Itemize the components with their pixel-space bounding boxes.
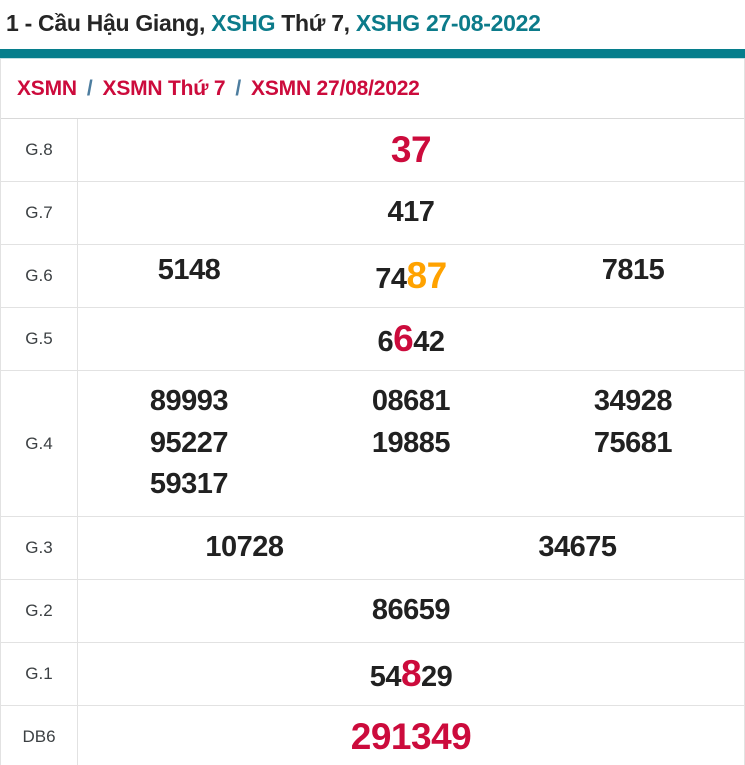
breadcrumb-link[interactable]: XSMN 27/08/2022 [251, 76, 420, 100]
digits: 08681 [371, 384, 451, 417]
digits: 34928 [593, 384, 673, 417]
prize-row-g3: G.3 10728 34675 [1, 517, 744, 580]
results-panel: XSMN / XSMN Thứ 7 / XSMN 27/08/2022 G.8 37 G.7… [0, 49, 745, 765]
page-title-segment: XSHG 27-08-2022 [355, 10, 541, 36]
prize-row-numbers: 10728 34675 [78, 517, 744, 579]
prize-row-numbers: 291349 [78, 706, 744, 765]
prize-number: 7487 [375, 252, 448, 300]
digits: 95227 [149, 426, 229, 459]
prize-row-numbers: 86659 [78, 580, 744, 642]
prize-number: 7815 [602, 252, 665, 300]
prize-number: 37 [390, 126, 432, 174]
digits: 42 [413, 325, 445, 358]
prize-row-numbers: 417 [78, 182, 744, 244]
digits: 89993 [149, 384, 229, 417]
prize-row-numbers: 54829 [78, 643, 744, 705]
prize-row-label: G.2 [1, 580, 78, 642]
prize-row-label: DB6 [1, 706, 78, 765]
digits: 54 [369, 660, 402, 693]
prize-number: 95227 [149, 425, 229, 463]
prize-row-numbers: 6642 [78, 308, 744, 370]
prize-row-label: G.8 [1, 119, 78, 181]
highlighted-digits: 291349 [350, 715, 472, 757]
prize-number: 34928 [593, 383, 673, 421]
prize-row-g1: G.1 54829 [1, 643, 744, 706]
prize-row-numbers: 37 [78, 119, 744, 181]
digits: 34675 [538, 531, 617, 564]
prize-row-numbers: 89993 08681 34928 95227 19885 75681 59317 [78, 371, 744, 516]
prize-number: 6642 [378, 315, 445, 363]
highlighted-digits: 87 [406, 254, 448, 296]
page-title-segment: XSHG [211, 10, 276, 36]
page-title-segment: Thứ 7, [275, 10, 356, 36]
prize-number: 59317 [149, 466, 229, 504]
prize-number: 417 [388, 194, 435, 232]
prize-number: 5148 [158, 252, 221, 300]
page-title-segment: 1 - Cầu Hậu Giang, [6, 10, 212, 36]
prize-number: 19885 [371, 425, 451, 463]
prize-number: 08681 [371, 383, 451, 421]
digits: 74 [375, 262, 407, 295]
highlighted-digits: 37 [390, 128, 432, 170]
digits: 59317 [149, 468, 229, 501]
digits: 75681 [593, 426, 673, 459]
highlighted-digits: 8 [400, 652, 422, 694]
prize-row-label: G.3 [1, 517, 78, 579]
prize-row-numbers: 5148 7487 7815 [78, 245, 744, 307]
digits: 7815 [601, 253, 665, 286]
digits: 86659 [371, 594, 451, 627]
digits: 10728 [205, 531, 284, 564]
prize-number: 291349 [350, 713, 472, 761]
prize-row-label: G.5 [1, 308, 78, 370]
prize-row-g2: G.2 86659 [1, 580, 744, 643]
prize-number: 86659 [371, 592, 451, 630]
prize-row-label: G.1 [1, 643, 78, 705]
prize-table: G.8 37 G.7 417 G.6 5148 7487 7815 G.5 6642 G.4 8999… [1, 119, 744, 765]
prize-row-g8: G.8 37 [1, 119, 744, 182]
digits: 19885 [371, 426, 451, 459]
breadcrumb-link[interactable]: XSMN [17, 76, 77, 100]
digits: 5148 [157, 253, 221, 286]
prize-row-label: G.4 [1, 371, 78, 516]
prize-number: 89993 [149, 383, 229, 421]
prize-row-g4: G.4 89993 08681 34928 95227 19885 75681 59317 [1, 371, 744, 517]
digits: 29 [421, 660, 453, 693]
highlighted-digits: 6 [393, 317, 414, 359]
prize-row-g7: G.7 417 [1, 182, 744, 245]
prize-row-db6: DB6 291349 [1, 706, 744, 765]
breadcrumb-link[interactable]: XSMN Thứ 7 [102, 76, 226, 100]
teal-accent-bar [0, 49, 745, 59]
digits: 6 [377, 325, 394, 358]
breadcrumb: XSMN / XSMN Thứ 7 / XSMN 27/08/2022 [1, 59, 744, 119]
breadcrumb-separator: / [235, 76, 242, 100]
prize-number: 75681 [593, 425, 673, 463]
page-title: 1 - Cầu Hậu Giang, XSHG Thứ 7, XSHG 27-0… [0, 0, 745, 49]
prize-number: 54829 [370, 650, 453, 698]
prize-row-label: G.6 [1, 245, 78, 307]
prize-row-g6: G.6 5148 7487 7815 [1, 245, 744, 308]
prize-number: 34675 [538, 529, 617, 567]
breadcrumb-separator: / [86, 76, 93, 100]
digits: 417 [387, 196, 435, 229]
prize-row-label: G.7 [1, 182, 78, 244]
prize-number: 10728 [205, 529, 284, 567]
prize-row-g5: G.5 6642 [1, 308, 744, 371]
